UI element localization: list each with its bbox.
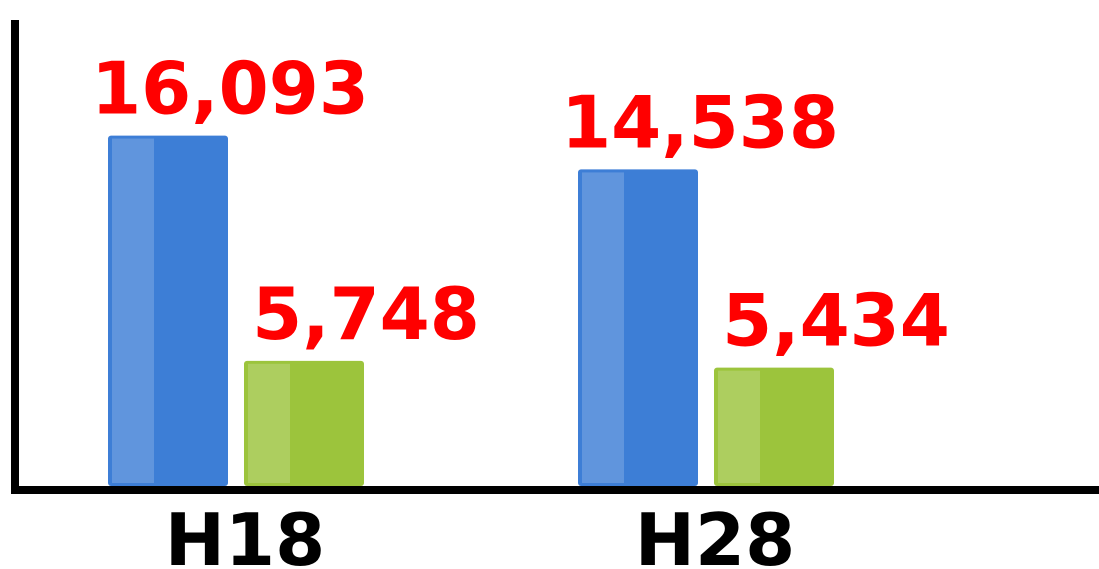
data-label: 14,538 [561, 80, 839, 164]
data-label: 16,093 [91, 47, 369, 131]
bar-shine [112, 138, 154, 483]
bar-shine [248, 363, 290, 483]
bar-shine [582, 172, 624, 483]
bar [244, 360, 364, 486]
bar [714, 367, 834, 486]
data-label: 5,434 [722, 279, 950, 363]
bar [578, 169, 698, 486]
x-tick-label: H18 [165, 498, 325, 569]
data-label: 5,748 [252, 272, 480, 356]
bar-shine [718, 370, 760, 483]
x-tick-label: H28 [635, 498, 795, 569]
bar [108, 135, 228, 486]
